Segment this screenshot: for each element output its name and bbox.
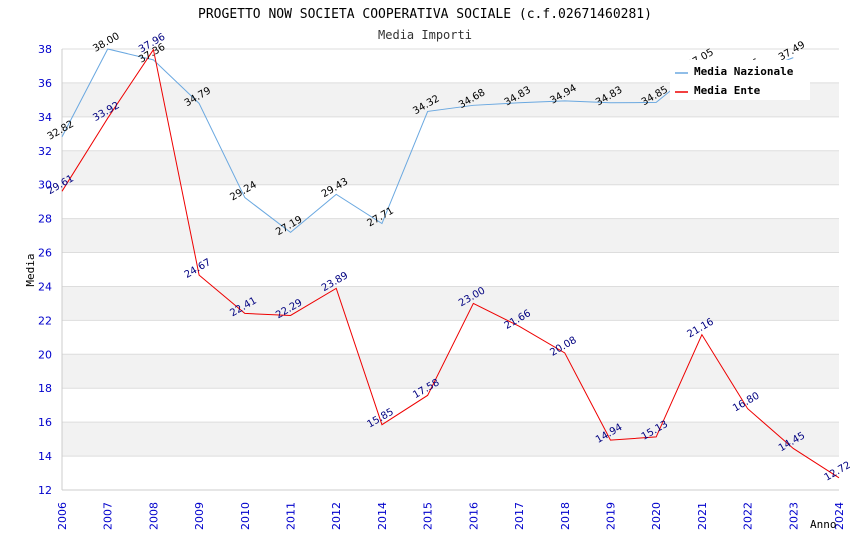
x-tick-label: 2007	[102, 502, 115, 530]
x-tick-label: 2018	[559, 502, 572, 530]
legend-box	[670, 60, 810, 100]
x-tick-label: 2012	[330, 502, 343, 530]
y-tick-label: 22	[38, 314, 52, 327]
x-axis-label: Anno	[810, 518, 837, 531]
y-axis-label: Media	[24, 253, 37, 286]
data-label: 24.67	[183, 257, 213, 281]
x-tick-label: 2016	[467, 502, 480, 530]
y-tick-label: 38	[38, 43, 52, 56]
x-tick-label: 2019	[604, 502, 617, 530]
legend-label-nazionale: Media Nazionale	[694, 65, 794, 78]
y-tick-label: 24	[38, 280, 52, 293]
x-tick-label: 2017	[513, 502, 526, 530]
grid-band	[62, 354, 839, 389]
grid-bands	[62, 48, 839, 491]
y-tick-label: 30	[38, 179, 52, 192]
y-tick-label: 16	[38, 416, 52, 429]
x-tick-label: 2024	[833, 502, 846, 530]
grid-band	[62, 286, 839, 321]
data-label: 29.61	[46, 173, 76, 197]
data-label: 12.72	[823, 460, 850, 484]
x-tick-label: 2014	[376, 502, 389, 530]
y-tick-label: 32	[38, 145, 52, 158]
grid-band	[62, 218, 839, 253]
x-tick-label: 2020	[650, 502, 663, 530]
y-tick-label: 36	[38, 77, 52, 90]
data-label: 37.49	[777, 40, 807, 64]
y-tick-label: 12	[38, 484, 52, 497]
x-tick-label: 2009	[193, 502, 206, 530]
y-tick-label: 14	[38, 450, 52, 463]
grid-band	[62, 150, 839, 185]
y-tick-label: 20	[38, 348, 52, 361]
y-tick-label: 26	[38, 247, 52, 260]
series-line-ente	[61, 48, 840, 479]
legend-label-ente: Media Ente	[694, 84, 761, 97]
y-tick-label: 34	[38, 111, 52, 124]
grid-band	[62, 422, 839, 457]
x-tick-label: 2010	[239, 502, 252, 530]
x-tick-label: 2006	[56, 502, 69, 530]
x-tick-label: 2011	[285, 502, 298, 530]
chart-subtitle: Media Importi	[378, 28, 472, 42]
y-axis-ticks: 12 14 16 18 20 22 24 26 28 30 32 34 36 38	[38, 43, 52, 497]
x-tick-label: 2023	[787, 502, 800, 530]
x-tick-label: 2008	[147, 502, 160, 530]
x-tick-label: 2021	[696, 502, 709, 530]
legend: Media Nazionale Media Ente	[670, 60, 810, 100]
x-tick-label: 2022	[742, 502, 755, 530]
axes	[61, 49, 839, 491]
x-tick-label: 2015	[422, 502, 435, 530]
x-axis-ticks: 2006 2007 2008 2009 2010 2011 2012 2014 2015 2016…	[56, 502, 846, 530]
y-tick-label: 18	[38, 382, 52, 395]
y-tick-label: 28	[38, 213, 52, 226]
data-label: 16.80	[731, 390, 761, 414]
chart-title: PROGETTO NOW SOCIETA COOPERATIVA SOCIALE…	[198, 7, 652, 22]
